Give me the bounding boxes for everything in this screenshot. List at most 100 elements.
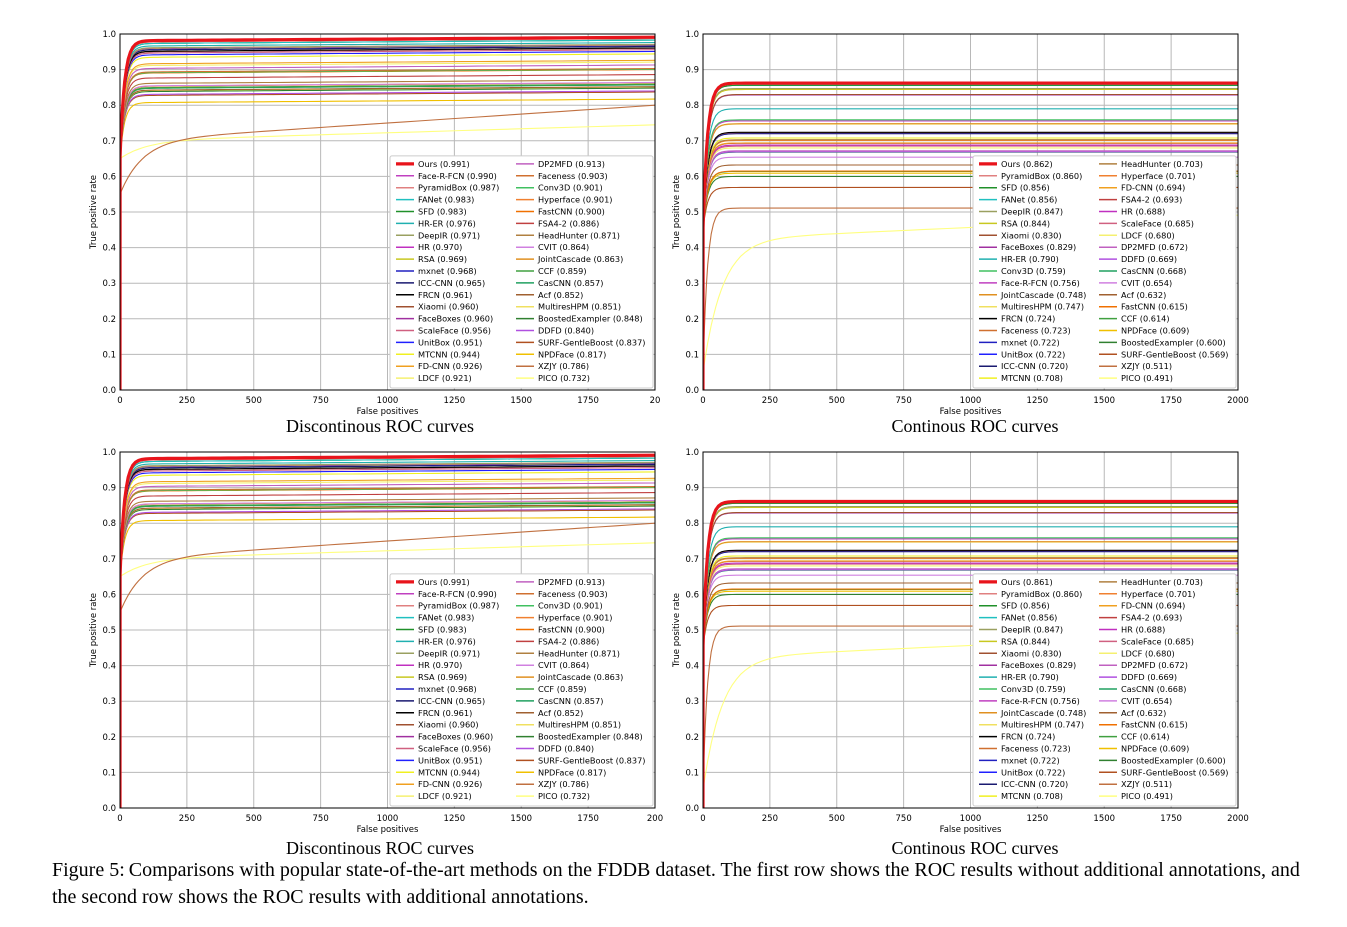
x-tick-label: 250 [179,814,195,824]
roc-curve-npdface [120,98,655,390]
y-tick-label: 0.6 [102,172,116,182]
roc-curve-ours [120,35,655,390]
legend-box [389,155,654,389]
plot-frame [702,451,1239,809]
legend-entry: Ours (0.991) [418,159,470,169]
figure-caption: Figure 5: Comparisons with popular state-… [52,857,1302,911]
roc-curve-frcn [703,549,1238,808]
legend-entry: ScaleFace (0.685) [1121,218,1194,228]
legend-entry: CVIT (0.654) [1121,696,1172,706]
curves [703,81,1238,390]
roc-curve-dp2mfd [120,482,655,808]
x-tick-label: 1000 [960,814,982,824]
legend-entry: CVIT (0.864) [538,242,589,252]
legend-entry: MTCNN (0.944) [418,767,480,777]
y-axis-label: True positive rate [89,593,99,668]
y-tick-label: 0.3 [685,279,699,289]
legend-entry: NPDFace (0.609) [1121,326,1189,336]
legend-entry: XZJY (0.786) [538,361,589,371]
y-tick-label: 1.0 [102,448,116,458]
roc-curve-ccf [120,501,655,808]
legend-entry: Xiaomi (0.830) [1001,648,1062,658]
legend-entry: RSA (0.844) [1001,218,1050,228]
y-tick-label: 0.3 [685,697,699,707]
legend-entry: mxnet (0.968) [418,266,477,276]
legend-entry: FastCNN (0.900) [538,207,605,217]
roc-curve-ours [120,453,655,808]
legend-entry: SFD (0.983) [418,207,467,217]
roc-curve-xzjy [120,104,655,390]
y-tick-label: 0.1 [102,768,116,778]
legend-entry: FD-CNN (0.694) [1121,183,1185,193]
x-tick-label: 200 [647,814,663,824]
roc-curve-dp2mfd [120,64,655,390]
legend-entry: CCF (0.614) [1121,314,1170,324]
legend-entry: ICC-CNN (0.720) [1001,779,1068,789]
legend-entry: DP2MFD (0.672) [1121,660,1188,670]
legend-entry: ICC-CNN (0.965) [418,278,485,288]
legend-entry: CasCNN (0.857) [538,696,603,706]
x-tick-label: 500 [246,814,262,824]
legend-entry: FSA4-2 (0.693) [1121,195,1182,205]
roc-curve-frcn [703,131,1238,390]
y-tick-label: 0.6 [685,590,699,600]
y-axis-label: True positive rate [672,593,682,668]
legend-entry: PICO (0.732) [538,791,590,801]
legend-entry: FRCN (0.724) [1001,314,1055,324]
x-tick-label: 500 [829,814,845,824]
y-tick-label: 0.1 [102,350,116,360]
legend: Ours (0.991) Face-R-FCN (0.990) PyramidBox… [389,573,654,807]
legend: Ours (0.862) PyramidBox (0.860) SFD (0.856… [972,155,1237,389]
legend-entry: HR (0.688) [1121,207,1165,217]
x-tick-label: 1500 [510,396,532,406]
y-tick-label: 0.7 [685,555,699,565]
legend-entry: CasCNN (0.857) [538,278,603,288]
roc-curve-acf [120,86,655,390]
x-tick-label: 2000 [1227,814,1249,824]
roc-panel-top-left: 0 250 500 750 1000 1250 1500 1750 20 0.0 0.1 0.2 0.3… [80,20,670,420]
legend-entry: FastCNN (0.615) [1121,720,1188,730]
x-tick-label: 0 [700,396,705,406]
legend-entry: Face-R-FCN (0.756) [1001,696,1080,706]
roc-curve-ddfd [120,90,655,390]
y-tick-label: 0.4 [102,244,116,254]
roc-curve-ours [703,81,1238,390]
plot-frame [702,33,1239,391]
x-tick-label: 1250 [1027,814,1049,824]
roc-curve-npdface [120,516,655,808]
x-tick-label: 1250 [1027,396,1049,406]
legend-entry: FSA4-2 (0.886) [538,636,599,646]
legend-entry: DP2MFD (0.913) [538,577,605,587]
roc-curve-dp2mfd [703,568,1238,808]
legend: Ours (0.861) PyramidBox (0.860) SFD (0.856… [972,573,1237,807]
legend-entry: UnitBox (0.722) [1001,767,1065,777]
legend-entry: PICO (0.491) [1121,373,1173,383]
y-tick-label: 0.9 [102,66,116,76]
x-axis-label: False positives [940,407,1002,417]
y-tick-label: 0.4 [102,662,116,672]
x-tick-label: 750 [896,814,912,824]
legend-entry: HR (0.970) [418,242,462,252]
legend-entry: FSA4-2 (0.886) [538,218,599,228]
roc-curve-fd-cnn [703,142,1238,390]
roc-panel-top-right: 0 250 500 750 1000 1250 1500 1750 2000 0.0 0.1 0.2 0… [663,20,1253,420]
y-tick-label: 0.5 [102,208,116,218]
y-tick-label: 0.1 [685,768,699,778]
legend-entry: BoostedExampler (0.600) [1121,755,1226,765]
legend-entry: DeepIR (0.847) [1001,207,1063,217]
legend-entry: Face-R-FCN (0.756) [1001,278,1080,288]
legend-entry: HR (0.688) [1121,625,1165,635]
x-tick-label: 500 [246,396,262,406]
legend-entry: FANet (0.983) [418,195,474,205]
legend-entry: UnitBox (0.722) [1001,349,1065,359]
legend-entry: HeadHunter (0.871) [538,230,620,240]
x-axis-label: False positives [357,407,419,417]
legend-entry: MTCNN (0.708) [1001,373,1063,383]
legend-entry: XZJY (0.511) [1121,779,1172,789]
y-axis-label: True positive rate [89,175,99,250]
legend-entry: Hyperface (0.901) [538,613,612,623]
figure-number: Figure 5: [52,859,125,881]
roc-curve-xzjy [120,522,655,808]
y-tick-label: 0.8 [102,101,116,111]
legend-entry: Acf (0.852) [538,708,583,718]
